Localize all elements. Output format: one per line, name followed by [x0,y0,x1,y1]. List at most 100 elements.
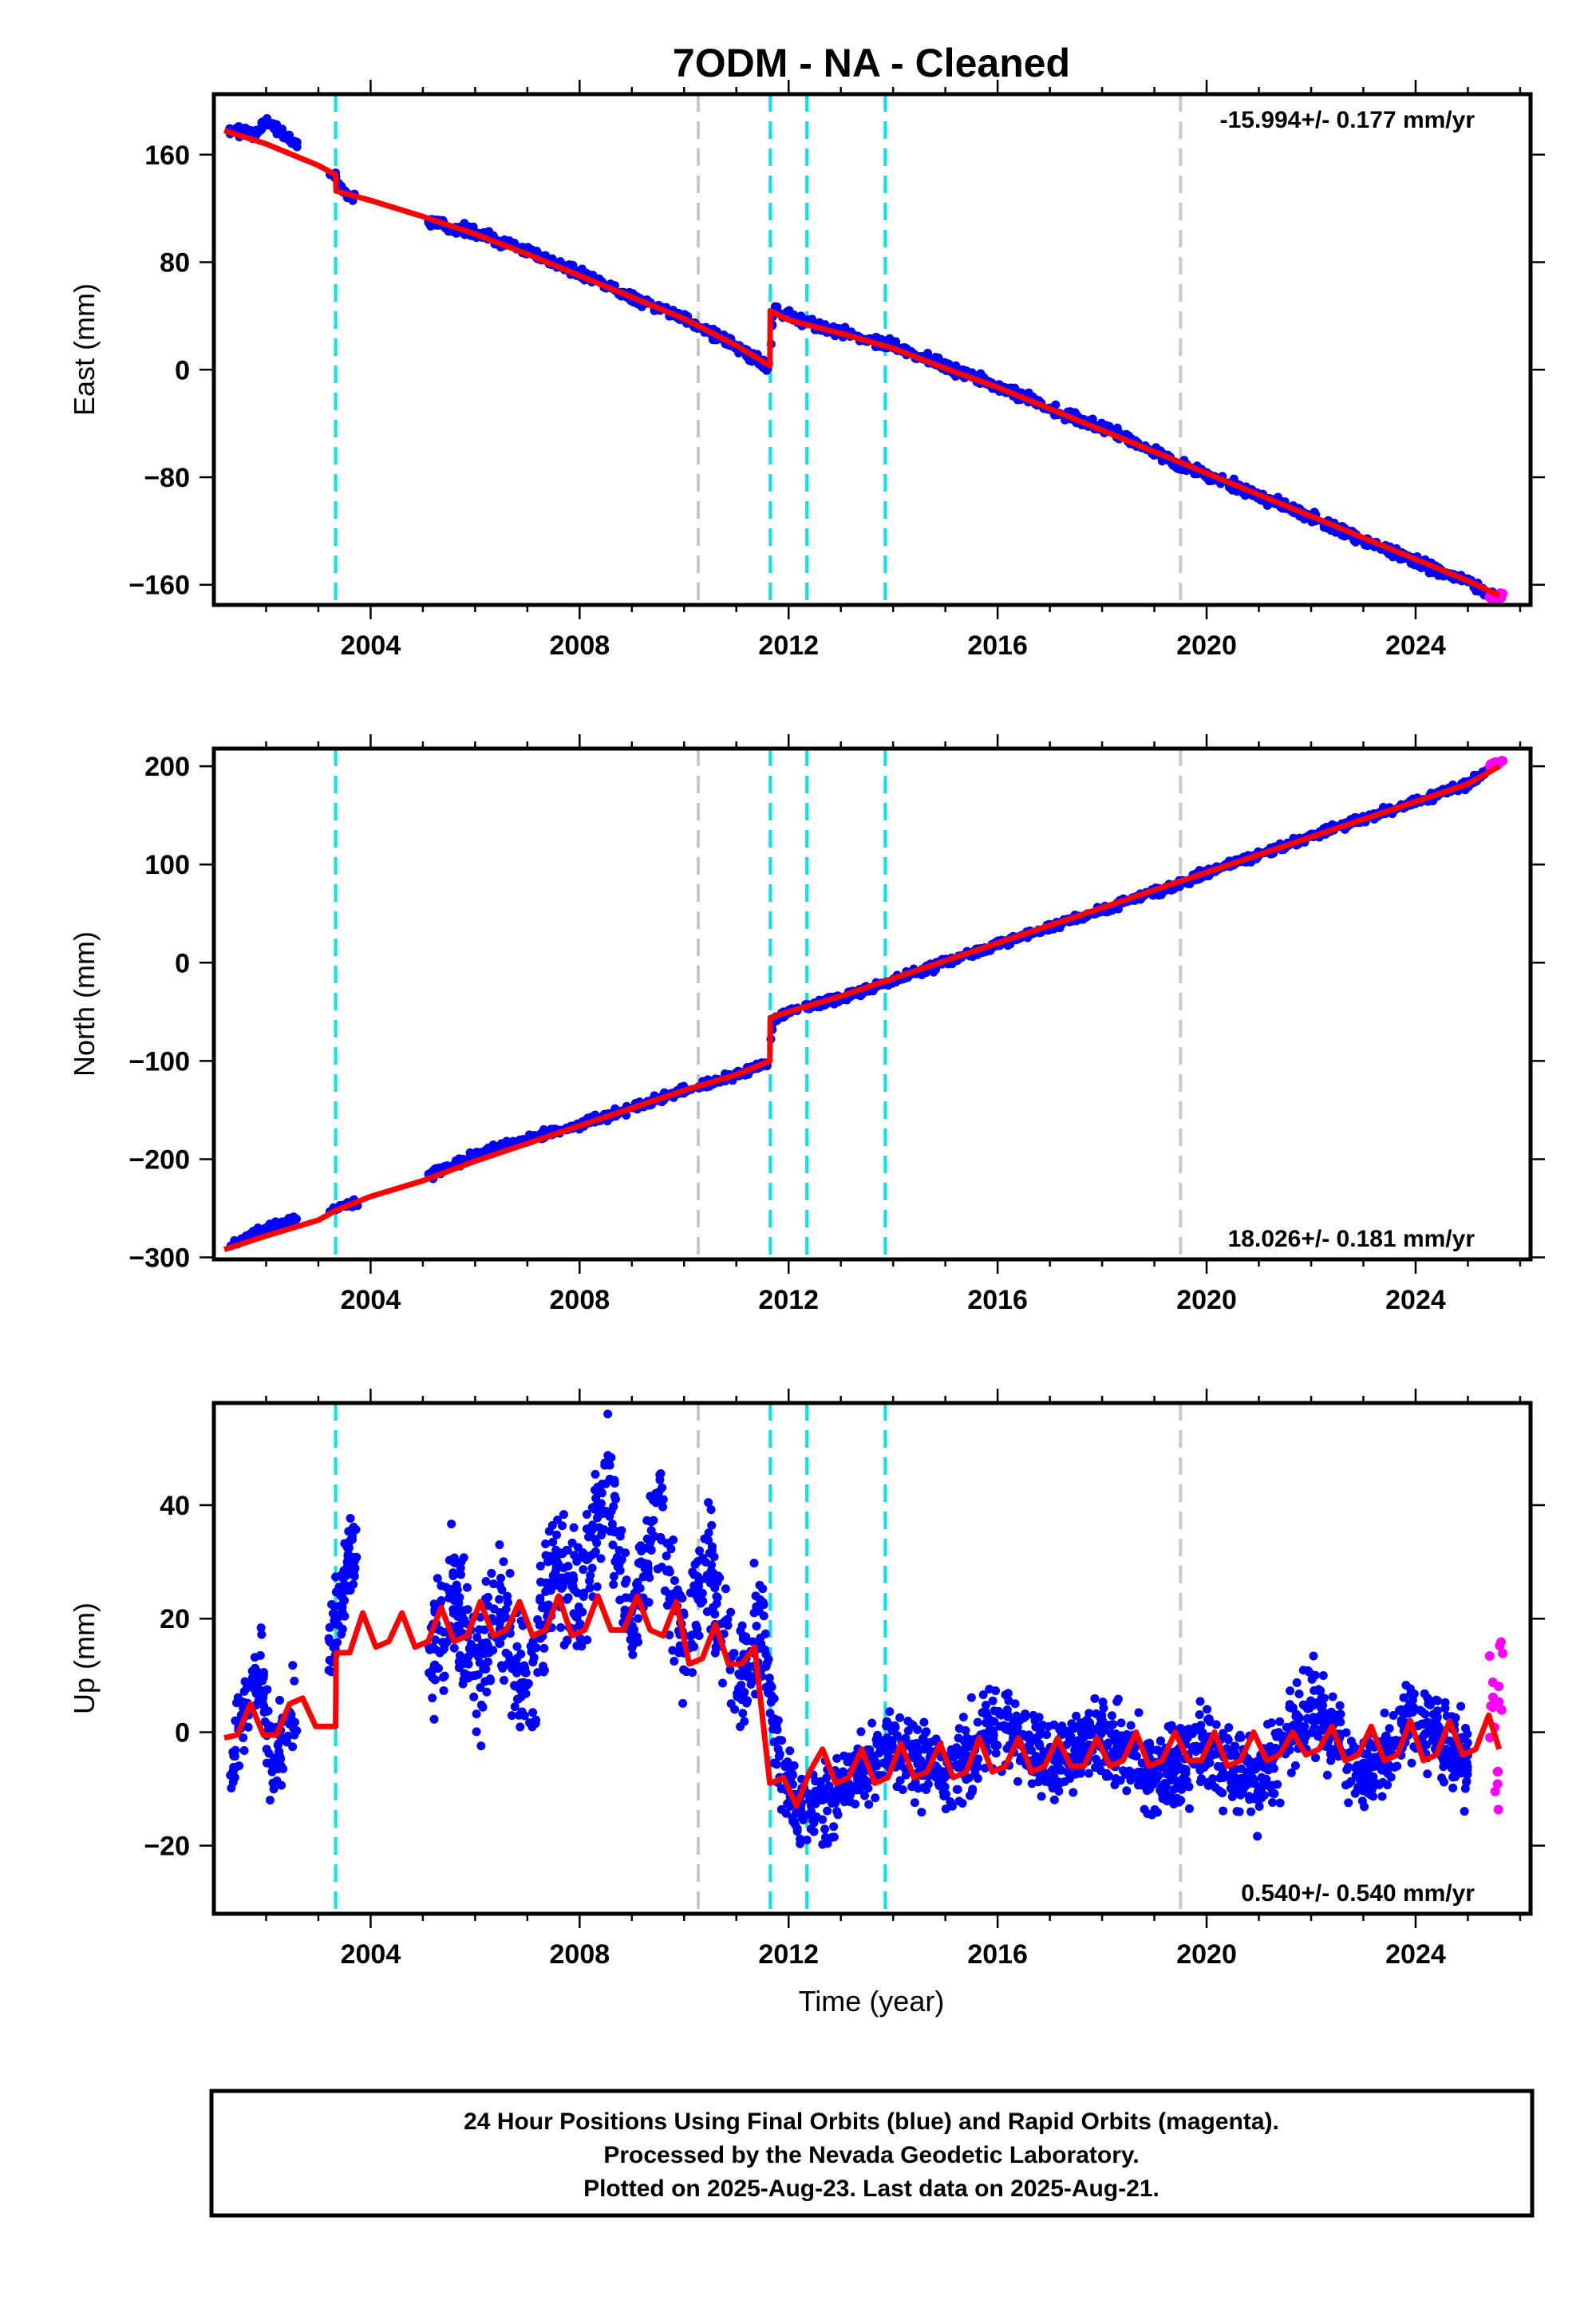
data-point [585,1576,595,1586]
data-point [807,1807,816,1816]
data-point [1456,1701,1466,1711]
data-point [1315,1711,1325,1721]
data-point [1090,1694,1100,1703]
data-point [786,1773,796,1783]
data-point [453,1597,463,1607]
data-point [1335,1701,1345,1710]
data-point [1084,1769,1093,1778]
data-point [338,1624,347,1634]
velocity-rate-label: 18.026+/- 0.181 mm/yr [1228,1226,1476,1252]
chart-title: 7ODM - NA - Cleaned [673,41,1070,85]
data-point [1244,1792,1254,1801]
model-fit-line [223,764,1501,1253]
data-point [450,1558,460,1567]
data-point [1018,1713,1028,1723]
data-point [958,1799,967,1808]
data-point [1088,414,1097,424]
data-point [1395,1705,1404,1715]
data-point [1211,1720,1221,1729]
east-panel: 2004 2008 2012 2016 2020 2024−160−80080160Eas… [68,80,1545,661]
velocity-rate-label: -15.994+/- 0.177 mm/yr [1220,107,1476,133]
data-point [651,1498,661,1508]
data-point [481,1576,491,1586]
data-point [289,1724,298,1733]
data-point [987,1716,997,1725]
data-point [435,1648,444,1658]
data-point [946,1796,955,1806]
data-point [898,1784,907,1794]
data-point [1072,1711,1081,1721]
data-point [330,1608,339,1618]
data-point [495,1540,504,1550]
data-point [609,1502,618,1512]
data-point [1496,756,1507,766]
data-point [655,1475,665,1484]
data-point [764,1673,774,1682]
data-point [646,1538,655,1547]
data-point [933,1763,942,1773]
data-point [559,1510,568,1520]
data-point [1336,1709,1345,1719]
data-point [1069,1724,1079,1733]
data-point [919,1717,929,1727]
data-point [607,1520,617,1529]
data-point [1219,1806,1228,1816]
data-point [990,1706,999,1716]
y-axis-label: North (mm) [68,931,101,1077]
data-point [288,1661,298,1670]
data-point [1116,1718,1126,1728]
data-point [263,1685,272,1694]
y-tick-label: −300 [128,1243,190,1274]
data-point [600,1458,610,1468]
data-point [1270,1789,1279,1799]
y-tick-label: 200 [144,752,190,782]
data-point [486,1676,496,1686]
data-point [1257,1773,1266,1782]
data-point [1145,1769,1155,1779]
data-point [1439,1762,1448,1772]
x-tick-label: 2024 [1385,630,1446,661]
data-point [455,1650,464,1660]
data-point [901,1734,911,1744]
data-point [228,1777,238,1787]
y-tick-label: −160 [128,571,190,601]
data-point [583,1635,592,1645]
data-point [1286,1686,1295,1696]
data-point [1290,1761,1300,1770]
y-tick-label: 0 [175,355,190,385]
data-point [448,1571,458,1580]
data-point [1238,1788,1247,1797]
data-point [1203,1705,1212,1714]
data-point [552,1530,562,1539]
data-point [1286,1768,1296,1777]
data-point [572,1588,582,1598]
data-point [810,1794,820,1804]
data-point [1311,1753,1321,1763]
data-point [456,1570,466,1579]
data-point [483,1657,492,1666]
x-tick-label: 2016 [967,630,1028,661]
data-point [430,1635,440,1645]
data-point [614,1546,624,1555]
data-point [1169,1800,1179,1809]
data-point [1292,1678,1302,1687]
data-point [1224,1723,1234,1733]
data-point [1195,1697,1205,1706]
data-point [1434,1721,1444,1731]
data-point [895,1713,905,1722]
event-lines [334,94,1183,605]
data-point [1344,1798,1353,1808]
data-point [1162,1796,1171,1806]
data-point [596,1499,606,1508]
data-point [867,1718,877,1728]
data-point [1171,1783,1181,1792]
data-point [1369,1792,1378,1801]
data-point [958,1712,968,1721]
data-point [1253,1832,1262,1841]
data-point [666,1544,676,1554]
data-point [440,1161,449,1171]
data-point [290,1676,299,1686]
data-point [479,1663,488,1673]
data-point [871,1793,880,1803]
data-point [277,1218,286,1227]
